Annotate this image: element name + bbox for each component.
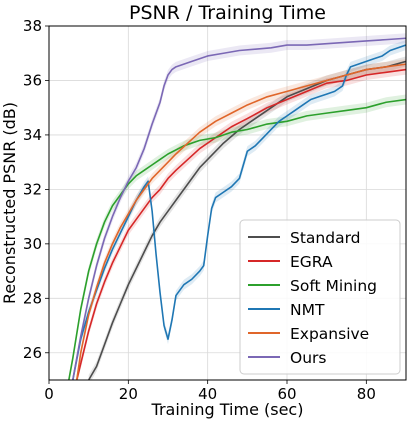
x-tick-label: 0 <box>44 385 54 403</box>
x-axis-label: Training Time (sec) <box>151 400 304 419</box>
line-standard <box>87 60 406 380</box>
legend: Standard EGRA Soft Mining NMT Expansive Ours <box>239 219 401 375</box>
x-tick-label: 60 <box>277 385 296 403</box>
legend-label-ours: Ours <box>290 349 326 367</box>
x-tick-label: 40 <box>198 385 217 403</box>
line-expansive <box>75 63 406 380</box>
chart-title: PSNR / Training Time <box>129 2 326 24</box>
y-tick-label: 36 <box>23 71 42 89</box>
x-tick-label: 80 <box>357 385 376 403</box>
y-axis-label: Reconstructed PSNR (dB) <box>0 102 19 304</box>
y-tick-label: 32 <box>23 180 42 198</box>
legend-label-soft-mining: Soft Mining <box>290 277 377 295</box>
line-egra <box>75 68 406 380</box>
y-tick-label: 28 <box>23 289 42 307</box>
band-soft-mining <box>68 94 406 380</box>
y-tick-label: 30 <box>23 235 42 253</box>
axis-ticks: 0 20 40 60 80 26 28 30 32 34 36 38 <box>23 17 376 403</box>
series-lines <box>68 37 406 380</box>
legend-label-nmt: NMT <box>290 301 325 319</box>
y-tick-label: 26 <box>23 344 42 362</box>
plot-frame <box>48 25 407 381</box>
confidence-bands <box>68 33 406 380</box>
line-ours <box>72 37 406 380</box>
band-standard <box>88 56 406 380</box>
legend-label-standard: Standard <box>290 229 361 247</box>
line-soft-mining <box>68 98 406 380</box>
y-tick-label: 34 <box>23 126 42 144</box>
legend-label-expansive: Expansive <box>290 325 369 343</box>
legend-box <box>239 219 401 375</box>
legend-label-egra: EGRA <box>290 253 333 271</box>
x-tick-label: 20 <box>119 385 138 403</box>
y-tick-label: 38 <box>23 17 42 35</box>
